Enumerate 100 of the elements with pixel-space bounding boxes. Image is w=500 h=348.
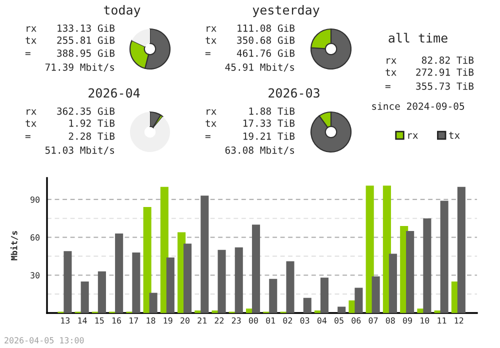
x-tick-label: 11 [438, 317, 446, 324]
x-tick-label: 23 [232, 317, 241, 324]
bar [440, 200, 448, 313]
x-tick-label: 07 [368, 317, 378, 324]
bar [143, 207, 152, 313]
bar [372, 276, 380, 313]
bar [132, 252, 140, 313]
x-tick-label: 15 [95, 317, 104, 324]
x-tick-label: 18 [146, 317, 156, 324]
donut-slice [132, 29, 150, 47]
bar [64, 251, 72, 313]
text: 63.08 Mbit/s [225, 146, 294, 155]
donut-slice [310, 28, 352, 70]
chart-title: 2026-03 [268, 88, 320, 98]
bar [457, 186, 466, 313]
bar [252, 224, 260, 313]
bar [98, 271, 106, 313]
text: rx [26, 109, 36, 115]
bar [269, 278, 278, 313]
bar [115, 234, 124, 313]
text: 350.68 GiB [237, 36, 295, 44]
chart-title: yesterday [252, 4, 320, 18]
text: 51.03 Mbit/s [45, 146, 114, 155]
bar [149, 292, 158, 313]
text: rx [206, 109, 216, 115]
x-tick-label: 03 [300, 317, 310, 324]
x-tick-label: 00 [248, 317, 258, 324]
text: 19.21 TiB [243, 132, 295, 140]
bar [218, 250, 226, 313]
text: 71.39 Mbit/s [45, 63, 114, 72]
text: 1.88 TiB [249, 107, 295, 115]
text: = [205, 135, 210, 138]
x-tick-label: 20 [180, 317, 190, 324]
y-tick-label: 30 [30, 272, 40, 278]
bar [406, 230, 414, 313]
bar [423, 218, 432, 313]
text: tx [386, 68, 396, 76]
x-tick-label: 21 [198, 317, 207, 324]
x-tick-label: 14 [78, 317, 87, 324]
x-tick-label: 13 [61, 317, 70, 324]
text: 388.95 GiB [57, 49, 115, 57]
bar [354, 288, 363, 313]
bar [234, 247, 243, 313]
legend-label: tx [449, 132, 460, 139]
text: since 2024-09-05 [372, 102, 464, 110]
x-tick-label: 12 [454, 317, 464, 324]
text: 355.73 TiB [416, 82, 474, 90]
y-axis-title: Mbit/s [10, 231, 18, 260]
x-tick-label: 09 [403, 317, 412, 324]
text: 2026-04-05 13:00 [4, 337, 84, 344]
donut-slice [130, 112, 170, 152]
x-tick-label: 19 [164, 317, 172, 324]
bar [338, 306, 346, 313]
text: rx [26, 26, 36, 32]
text: = [25, 135, 30, 138]
text: = [205, 52, 210, 56]
text: 272.91 TiB [416, 68, 474, 76]
x-tick-label: 16 [112, 317, 121, 324]
x-tick-label: 04 [317, 317, 327, 324]
text: tx [26, 36, 36, 44]
bar [184, 244, 192, 313]
text: 255.81 GiB [57, 36, 115, 44]
x-tick-label: 22 [214, 317, 224, 324]
text: 461.76 GiB [236, 49, 295, 57]
x-tick-label: 02 [283, 317, 292, 324]
text: = [25, 52, 30, 56]
donut-slice [310, 111, 352, 153]
chart-title: 2026-04 [88, 88, 140, 98]
text: rx [386, 58, 396, 64]
text: 133.13 GiB [58, 24, 115, 32]
x-tick-label: 10 [420, 317, 430, 324]
x-tick-label: 01 [266, 317, 276, 324]
text: 111.08 GiB [238, 24, 295, 32]
legend-label: rx [408, 133, 418, 139]
bar [80, 281, 89, 313]
bar [166, 257, 174, 313]
text: 45.91 Mbit/s [225, 63, 294, 72]
y-tick-label: 90 [30, 196, 40, 203]
text: = [385, 85, 390, 88]
x-tick-label: 05 [334, 317, 344, 324]
text: 362.35 GiB [57, 107, 115, 115]
chart-title: today [104, 4, 140, 18]
y-tick-label: 60 [30, 234, 40, 241]
text: 1.92 TiB [69, 119, 115, 127]
x-tick-label: 17 [130, 317, 138, 324]
bar [200, 196, 209, 313]
text: rx [206, 26, 216, 32]
text: 82.82 TiB [422, 56, 474, 64]
bar [320, 278, 329, 313]
text: 17.33 TiB [243, 119, 295, 127]
bar [366, 186, 374, 313]
bar [286, 261, 294, 313]
text: all time [388, 32, 448, 43]
text: tx [206, 36, 216, 44]
text: tx [26, 120, 36, 127]
bar [388, 254, 397, 313]
text: 2.28 TiB [68, 132, 115, 140]
x-tick-label: 06 [352, 317, 361, 324]
x-tick-label: 08 [386, 317, 395, 324]
text: tx [206, 120, 216, 127]
